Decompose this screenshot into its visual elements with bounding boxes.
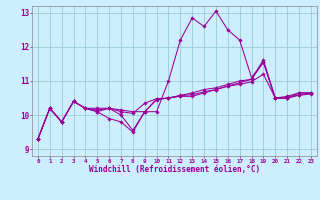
X-axis label: Windchill (Refroidissement éolien,°C): Windchill (Refroidissement éolien,°C) (89, 165, 260, 174)
